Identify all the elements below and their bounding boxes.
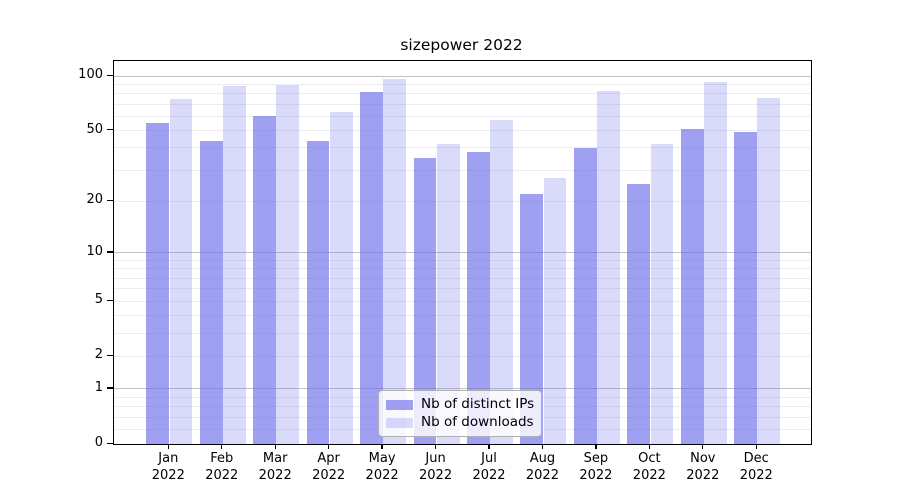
legend-item-downloads: Nb of downloads [386, 414, 534, 430]
plot-area [113, 60, 812, 445]
y-tick-label: 1 [94, 379, 103, 395]
bar-downloads-oct [650, 144, 674, 444]
bar-distinct-ips-jan [146, 123, 170, 444]
x-tick-mark [381, 444, 383, 449]
y-tick-label: 2 [94, 347, 103, 363]
x-tick-label-jul: Jul 2022 [472, 451, 506, 483]
gridline-minor [114, 130, 811, 132]
bar-distinct-ips-aug [520, 194, 544, 444]
y-tick-label: 20 [86, 192, 103, 208]
x-tick-label-jan: Jan 2022 [151, 451, 185, 483]
gridline-major [114, 388, 811, 390]
bar-downloads-nov [704, 81, 727, 444]
bar-distinct-ips-apr [306, 140, 330, 444]
y-tick-label: 10 [86, 243, 103, 259]
y-tick-mark [107, 442, 113, 444]
x-tick-label-oct: Oct 2022 [632, 451, 666, 483]
y-tick-label: 0 [94, 435, 103, 450]
x-tick-mark [274, 444, 276, 449]
bar-distinct-ips-feb [199, 140, 223, 444]
bar-distinct-ips-nov [680, 129, 704, 444]
bar-downloads-mar [276, 85, 300, 444]
bar-downloads-dec [757, 97, 781, 444]
gridline-major [114, 75, 811, 77]
x-tick-label-jun: Jun 2022 [419, 451, 453, 483]
bar-downloads-apr [329, 112, 353, 444]
x-tick-mark [595, 444, 597, 449]
bar-distinct-ips-dec [734, 132, 758, 444]
x-tick-mark [755, 444, 757, 449]
y-tick-mark [107, 299, 113, 302]
bar-distinct-ips-may [360, 91, 383, 444]
gridline-minor [114, 332, 811, 334]
gridline-major [114, 252, 811, 254]
gridline-minor [114, 268, 811, 270]
x-tick-mark [221, 444, 223, 449]
bar-downloads-jan [169, 98, 193, 444]
y-tick-mark [107, 129, 113, 131]
y-tick-mark [107, 199, 113, 202]
bar-downloads-may [383, 79, 407, 444]
bar-distinct-ips-sep [573, 147, 597, 444]
x-tick-label-sep: Sep 2022 [579, 451, 613, 483]
legend-swatch-distinct-ips [386, 399, 413, 410]
y-tick-label: 100 [78, 67, 103, 83]
x-tick-mark [648, 444, 651, 449]
bar-downloads-aug [543, 178, 567, 444]
legend-swatch-downloads [386, 417, 413, 428]
bar-distinct-ips-jul [467, 151, 490, 444]
bar-downloads-feb [222, 86, 246, 444]
chart-title: sizepower 2022 [400, 36, 523, 54]
y-tick-mark [107, 354, 113, 357]
gridline-minor [114, 147, 811, 149]
gridline-minor [114, 200, 811, 202]
gridline-minor [114, 277, 811, 279]
x-tick-label-may: May 2022 [365, 451, 399, 483]
x-tick-mark [541, 444, 544, 449]
y-tick-mark [107, 74, 113, 76]
legend-item-distinct-ips: Nb of distinct IPs [386, 396, 535, 412]
x-tick-label-mar: Mar 2022 [258, 451, 292, 483]
gridline-minor [114, 288, 811, 290]
legend-label-distinct-ips: Nb of distinct IPs [421, 396, 535, 412]
bar-downloads-jul [490, 120, 513, 444]
x-tick-mark [167, 444, 169, 449]
y-tick-mark [107, 251, 113, 253]
bar-distinct-ips-oct [627, 184, 651, 444]
x-tick-label-feb: Feb 2022 [205, 451, 239, 483]
gridline-minor [114, 169, 811, 171]
gridline-minor [114, 315, 811, 317]
y-tick-label: 5 [94, 292, 103, 308]
x-tick-label-apr: Apr 2022 [312, 451, 346, 483]
x-tick-mark [327, 444, 330, 449]
gridline-minor [114, 93, 811, 95]
x-tick-label-nov: Nov 2022 [686, 451, 720, 483]
gridline-minor [114, 355, 811, 357]
gridline-minor [114, 83, 811, 85]
bar-downloads-sep [597, 90, 620, 444]
gridline-minor [114, 103, 811, 105]
gridline-minor [114, 115, 811, 117]
x-tick-mark [488, 444, 490, 449]
gridline-minor [114, 259, 811, 261]
x-tick-mark [434, 444, 437, 449]
bar-distinct-ips-jun [413, 158, 437, 444]
x-tick-label-dec: Dec 2022 [739, 451, 773, 483]
bar-downloads-jun [436, 144, 460, 444]
bar-distinct-ips-mar [253, 116, 276, 444]
x-tick-label-aug: Aug 2022 [525, 451, 559, 483]
y-tick-mark [107, 387, 113, 389]
legend-label-downloads: Nb of downloads [421, 414, 534, 430]
gridline-minor [114, 300, 811, 302]
legend: Nb of distinct IPs Nb of downloads [378, 390, 542, 437]
y-tick-label: 50 [86, 121, 103, 137]
x-tick-mark [702, 444, 704, 449]
